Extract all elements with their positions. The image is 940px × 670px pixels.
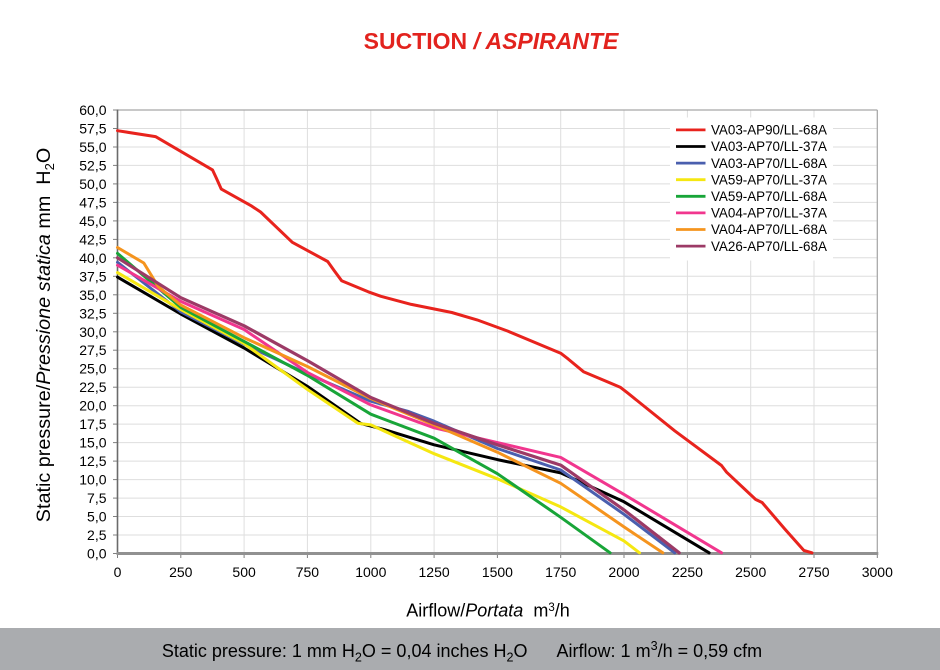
svg-text:2000: 2000 bbox=[608, 564, 639, 580]
svg-text:25,0: 25,0 bbox=[79, 361, 106, 377]
svg-text:20,0: 20,0 bbox=[79, 398, 106, 414]
svg-text:0: 0 bbox=[114, 564, 122, 580]
svg-text:17,5: 17,5 bbox=[79, 416, 106, 432]
svg-text:15,0: 15,0 bbox=[79, 435, 106, 451]
svg-text:VA59-AP70/LL-68A: VA59-AP70/LL-68A bbox=[711, 189, 827, 204]
svg-text:55,0: 55,0 bbox=[79, 139, 106, 155]
svg-text:52,5: 52,5 bbox=[79, 157, 106, 173]
svg-text:2500: 2500 bbox=[735, 564, 766, 580]
svg-text:2750: 2750 bbox=[798, 564, 829, 580]
svg-text:22,5: 22,5 bbox=[79, 379, 106, 395]
svg-text:10,0: 10,0 bbox=[79, 472, 106, 488]
svg-text:VA59-AP70/LL-37A: VA59-AP70/LL-37A bbox=[711, 172, 827, 187]
svg-text:60,0: 60,0 bbox=[79, 102, 106, 118]
svg-text:2,5: 2,5 bbox=[87, 527, 107, 543]
svg-text:VA26-AP70/LL-68A: VA26-AP70/LL-68A bbox=[711, 239, 827, 254]
svg-text:VA04-AP70/LL-37A: VA04-AP70/LL-37A bbox=[711, 206, 827, 221]
svg-text:Static pressure/Pressione stat: Static pressure/Pressione statica mm H2O bbox=[33, 148, 57, 522]
svg-text:1750: 1750 bbox=[545, 564, 576, 580]
svg-text:57,5: 57,5 bbox=[79, 121, 106, 137]
svg-text:30,0: 30,0 bbox=[79, 324, 106, 340]
svg-text:3000: 3000 bbox=[862, 564, 893, 580]
svg-text:5,0: 5,0 bbox=[87, 509, 107, 525]
svg-text:VA03-AP70/LL-68A: VA03-AP70/LL-68A bbox=[711, 156, 827, 171]
svg-text:VA03-AP70/LL-37A: VA03-AP70/LL-37A bbox=[711, 139, 827, 154]
svg-text:500: 500 bbox=[232, 564, 256, 580]
svg-text:750: 750 bbox=[296, 564, 320, 580]
svg-text:50,0: 50,0 bbox=[79, 176, 106, 192]
svg-text:12,5: 12,5 bbox=[79, 453, 106, 469]
svg-text:27,5: 27,5 bbox=[79, 342, 106, 358]
svg-text:7,5: 7,5 bbox=[87, 490, 107, 506]
svg-text:47,5: 47,5 bbox=[79, 194, 106, 210]
svg-text:0,0: 0,0 bbox=[87, 546, 107, 562]
svg-text:1000: 1000 bbox=[355, 564, 386, 580]
svg-text:2250: 2250 bbox=[672, 564, 703, 580]
svg-text:1500: 1500 bbox=[482, 564, 513, 580]
svg-text:VA04-AP70/LL-68A: VA04-AP70/LL-68A bbox=[711, 222, 827, 237]
svg-text:Airflow/Portata m3/h: Airflow/Portata m3/h bbox=[406, 601, 569, 621]
svg-text:32,5: 32,5 bbox=[79, 305, 106, 321]
svg-text:40,0: 40,0 bbox=[79, 250, 106, 266]
svg-text:VA03-AP90/LL-68A: VA03-AP90/LL-68A bbox=[711, 123, 827, 138]
svg-text:250: 250 bbox=[169, 564, 193, 580]
svg-text:35,0: 35,0 bbox=[79, 287, 106, 303]
svg-text:45,0: 45,0 bbox=[79, 213, 106, 229]
svg-text:42,5: 42,5 bbox=[79, 231, 106, 247]
svg-text:1250: 1250 bbox=[419, 564, 450, 580]
svg-text:37,5: 37,5 bbox=[79, 268, 106, 284]
